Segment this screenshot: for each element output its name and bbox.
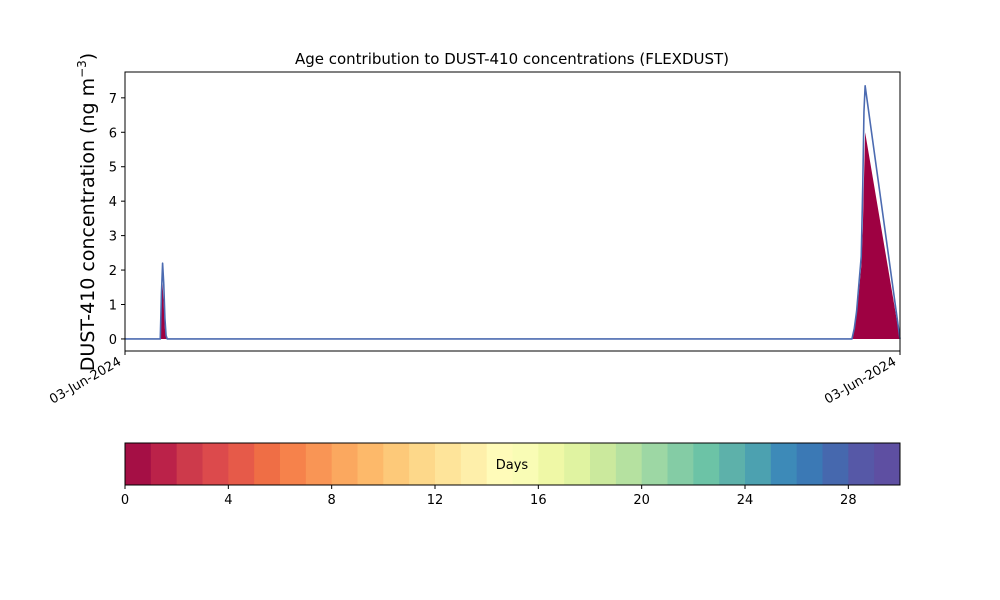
colorbar-cells xyxy=(125,443,901,485)
colorbar-cell xyxy=(435,443,462,485)
y-axis-ticks: 0 1 2 3 4 5 6 7 xyxy=(109,92,125,348)
colorbar-frame xyxy=(124,442,901,486)
colorbar-cell xyxy=(719,443,746,485)
x-tick-label-end: 03-Jun-2024 xyxy=(822,354,899,407)
colorbar-cell xyxy=(460,443,488,485)
colorbar-cell xyxy=(822,443,849,485)
y-tick-label: 6 xyxy=(109,126,117,141)
colorbar-cell xyxy=(667,443,694,485)
y-tick-label: 4 xyxy=(109,195,117,210)
colorbar-cell xyxy=(590,443,617,485)
colorbar-cell xyxy=(745,443,772,485)
colorbar-cell xyxy=(357,443,384,485)
colorbar-tick-label: 4 xyxy=(224,493,232,508)
y-tick-label: 3 xyxy=(109,230,117,245)
colorbar-tick-label: 16 xyxy=(530,493,547,508)
colorbar-cell xyxy=(512,443,539,485)
colorbar-cell xyxy=(176,443,203,485)
y-axis-label-sup: −3 xyxy=(75,60,89,78)
colorbar-cell xyxy=(150,443,178,485)
colorbar-cell xyxy=(641,443,668,485)
y-tick-label: 7 xyxy=(109,92,117,107)
colorbar-cell xyxy=(409,443,436,485)
colorbar-cell xyxy=(228,443,255,485)
plot-lines xyxy=(125,84,901,340)
colorbar-cell xyxy=(874,443,901,485)
colorbar-tick-label: 24 xyxy=(737,493,754,508)
colorbar-cell xyxy=(848,443,875,485)
colorbar-tick-label: 8 xyxy=(328,493,336,508)
plot-fills xyxy=(125,132,900,339)
age-area-0-1-days xyxy=(125,132,900,339)
colorbar-tick-label: 28 xyxy=(840,493,857,508)
y-tick-label: 1 xyxy=(109,299,117,314)
y-tick-label: 0 xyxy=(109,333,117,348)
y-tick-label: 2 xyxy=(109,264,117,279)
y-axis-label-close: ) xyxy=(77,53,99,60)
colorbar-cell xyxy=(280,443,307,485)
colorbar-cell xyxy=(254,443,281,485)
x-axis-ticks xyxy=(124,351,901,355)
colorbar-tick-label: 12 xyxy=(427,493,444,508)
total-concentration-line xyxy=(125,84,901,340)
colorbar-ticks: 0 4 8 12 16 20 24 28 xyxy=(121,485,857,508)
colorbar-cell xyxy=(538,443,565,485)
colorbar-cell xyxy=(796,443,823,485)
colorbar-cell xyxy=(305,443,333,485)
y-tick-label: 5 xyxy=(109,161,117,176)
y-axis-label-main: DUST-410 concentration (ng m xyxy=(77,78,99,371)
colorbar-cell xyxy=(615,443,643,485)
colorbar-cell xyxy=(693,443,720,485)
colorbar-cell xyxy=(383,443,410,485)
plot-frame xyxy=(124,71,901,352)
colorbar-cell xyxy=(202,443,229,485)
colorbar-cell xyxy=(770,443,798,485)
y-axis-label: DUST-410 concentration (ng m−3) xyxy=(75,53,99,371)
colorbar-label: Days xyxy=(496,458,529,473)
chart-title: Age contribution to DUST-410 concentrati… xyxy=(295,50,729,68)
colorbar-cell xyxy=(486,443,513,485)
colorbar-cell xyxy=(564,443,591,485)
colorbar-tick-label: 20 xyxy=(633,493,650,508)
colorbar-cell xyxy=(125,443,152,485)
colorbar-tick-label: 0 xyxy=(121,493,129,508)
colorbar-cell xyxy=(331,443,358,485)
